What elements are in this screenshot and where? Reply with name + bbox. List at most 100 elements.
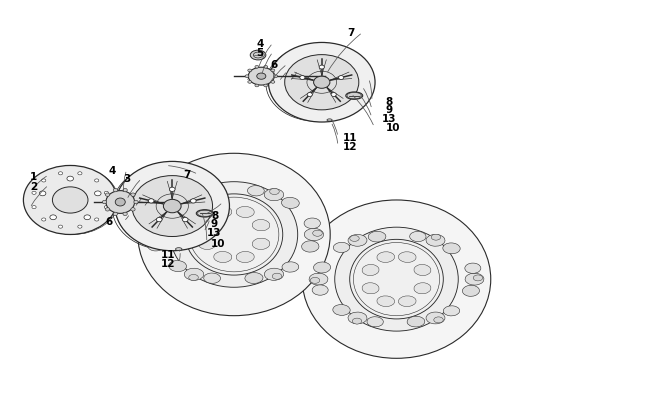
Ellipse shape (264, 66, 268, 69)
Ellipse shape (115, 162, 229, 251)
Text: 3: 3 (123, 174, 131, 184)
Ellipse shape (115, 198, 125, 207)
Ellipse shape (183, 218, 188, 222)
Ellipse shape (331, 93, 336, 97)
Text: 7: 7 (347, 28, 355, 38)
Text: 11: 11 (343, 133, 357, 143)
Text: 10: 10 (385, 123, 400, 133)
Ellipse shape (410, 232, 426, 242)
Ellipse shape (255, 85, 259, 87)
Ellipse shape (236, 207, 254, 218)
Ellipse shape (285, 55, 359, 111)
Text: 12: 12 (343, 142, 357, 151)
Ellipse shape (104, 206, 109, 209)
Ellipse shape (310, 278, 320, 284)
Ellipse shape (313, 262, 331, 273)
Ellipse shape (205, 186, 223, 197)
Ellipse shape (309, 273, 328, 286)
Ellipse shape (274, 76, 278, 78)
Ellipse shape (348, 312, 367, 324)
Ellipse shape (327, 119, 332, 122)
Ellipse shape (398, 252, 416, 263)
Ellipse shape (245, 76, 249, 78)
Ellipse shape (67, 177, 73, 181)
Ellipse shape (170, 182, 298, 288)
Ellipse shape (426, 235, 445, 247)
Ellipse shape (313, 230, 322, 237)
Ellipse shape (53, 188, 88, 213)
Ellipse shape (131, 194, 135, 197)
Ellipse shape (302, 200, 491, 358)
Ellipse shape (203, 273, 220, 283)
Ellipse shape (271, 81, 275, 84)
Ellipse shape (268, 43, 375, 123)
Ellipse shape (214, 252, 232, 263)
Ellipse shape (32, 192, 36, 195)
Ellipse shape (350, 240, 443, 319)
Text: 6: 6 (270, 60, 278, 70)
Ellipse shape (105, 208, 110, 211)
Text: 9: 9 (385, 105, 392, 115)
Ellipse shape (103, 201, 107, 204)
Text: 9: 9 (211, 219, 218, 228)
Ellipse shape (148, 241, 164, 252)
Text: 13: 13 (382, 113, 396, 123)
Text: 11: 11 (161, 249, 175, 259)
Ellipse shape (302, 241, 319, 252)
Ellipse shape (333, 243, 350, 253)
Ellipse shape (248, 81, 252, 84)
Ellipse shape (236, 252, 254, 263)
Ellipse shape (281, 198, 299, 209)
Ellipse shape (339, 77, 344, 80)
Ellipse shape (252, 239, 270, 250)
Ellipse shape (58, 172, 62, 175)
Ellipse shape (157, 218, 162, 222)
Ellipse shape (270, 189, 280, 195)
Ellipse shape (248, 70, 252, 72)
Ellipse shape (32, 206, 36, 209)
Text: 7: 7 (183, 170, 191, 180)
Ellipse shape (367, 317, 383, 327)
Ellipse shape (414, 265, 431, 276)
Ellipse shape (304, 218, 320, 229)
Ellipse shape (398, 296, 416, 307)
Ellipse shape (113, 213, 118, 216)
Ellipse shape (465, 263, 481, 274)
Ellipse shape (58, 226, 62, 229)
Ellipse shape (465, 273, 484, 286)
Ellipse shape (132, 176, 213, 237)
Ellipse shape (431, 234, 441, 241)
Text: 1: 1 (30, 171, 38, 181)
Ellipse shape (271, 70, 275, 72)
Ellipse shape (319, 66, 324, 70)
Ellipse shape (265, 189, 283, 201)
Ellipse shape (190, 199, 196, 204)
Ellipse shape (282, 262, 299, 273)
Ellipse shape (362, 265, 379, 276)
Ellipse shape (94, 192, 101, 196)
Ellipse shape (149, 217, 166, 228)
Text: 8: 8 (385, 97, 393, 107)
Ellipse shape (245, 273, 263, 284)
Ellipse shape (188, 275, 198, 281)
Ellipse shape (362, 283, 379, 294)
Ellipse shape (169, 261, 187, 272)
Ellipse shape (123, 189, 127, 192)
Ellipse shape (170, 188, 175, 192)
Ellipse shape (185, 269, 203, 281)
Ellipse shape (169, 197, 186, 208)
Ellipse shape (146, 233, 155, 239)
Ellipse shape (377, 296, 395, 307)
Ellipse shape (131, 208, 135, 211)
Ellipse shape (94, 218, 99, 222)
Ellipse shape (94, 179, 99, 183)
Ellipse shape (144, 229, 164, 241)
Ellipse shape (300, 77, 305, 80)
Text: 12: 12 (161, 258, 175, 268)
Ellipse shape (23, 166, 117, 235)
Ellipse shape (352, 318, 362, 324)
Ellipse shape (443, 243, 460, 254)
Text: 6: 6 (105, 217, 113, 227)
Ellipse shape (312, 285, 328, 296)
Ellipse shape (42, 179, 46, 183)
